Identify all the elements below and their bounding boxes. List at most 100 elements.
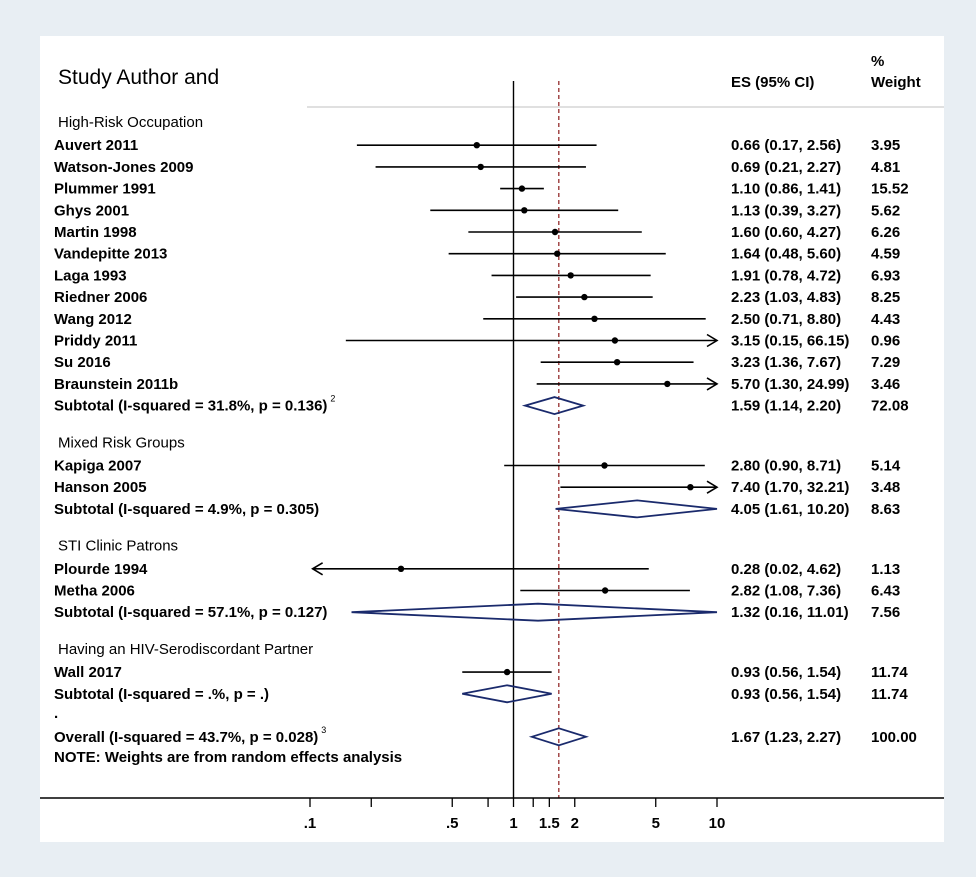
study-point-estimate: [687, 484, 694, 491]
overall-label: Overall (I-squared = 43.7%, p = 0.028): [54, 729, 318, 746]
study-point-estimate: [477, 163, 484, 171]
x-tick-label: .5: [446, 815, 459, 832]
x-tick-label: 1: [509, 815, 517, 832]
group-label: Having an HIV-Serodiscordant Partner: [58, 641, 313, 658]
study-es-ci: 2.82 (1.08, 7.36): [731, 583, 841, 600]
study-ci-arrow-left: [311, 562, 324, 576]
x-tick-label: 10: [709, 815, 726, 832]
subtotal-es-ci: 1.32 (0.16, 11.01): [731, 604, 849, 621]
study-point-estimate: [601, 587, 609, 594]
study-weight: 1.13: [871, 561, 900, 578]
subtotal-diamond: [462, 684, 552, 704]
study-point-estimate: [601, 462, 608, 469]
study-weight: 3.95: [871, 137, 900, 154]
overall-es-ci: 1.67 (1.23, 2.27): [731, 729, 841, 746]
study-es-ci: 2.80 (0.90, 8.71): [731, 458, 841, 475]
study-name: Wall 2017: [54, 664, 122, 681]
study-weight: 4.43: [871, 311, 900, 328]
study-es-ci: 5.70 (1.30, 24.99): [731, 376, 849, 393]
study-point-estimate: [591, 315, 598, 322]
header-weight: Weight: [871, 74, 921, 91]
subtotal-label: Subtotal (I-squared = 31.8%, p = 0.136): [54, 398, 327, 415]
study-point-estimate: [554, 250, 561, 257]
subtotal-superscript: 2: [330, 394, 335, 404]
header-study: Study Author and: [58, 66, 219, 89]
study-weight: 8.25: [871, 289, 900, 306]
overall-superscript: 3: [321, 725, 326, 735]
overall-weight: 100.00: [871, 729, 917, 746]
study-point-estimate: [503, 668, 511, 676]
study-point-estimate: [611, 337, 619, 344]
study-name: Ghys 2001: [54, 202, 129, 219]
spacer-dot: .: [54, 705, 58, 722]
header-weight-percent: %: [871, 53, 884, 70]
study-es-ci: 7.40 (1.70, 32.21): [731, 479, 849, 496]
study-name: Hanson 2005: [54, 479, 147, 496]
study-es-ci: 1.91 (0.78, 4.72): [731, 267, 841, 284]
study-name: Wang 2012: [54, 311, 132, 328]
study-es-ci: 3.23 (1.36, 7.67): [731, 354, 841, 371]
footnote: NOTE: Weights are from random effects an…: [54, 749, 402, 766]
study-weight: 5.14: [871, 458, 901, 475]
x-tick-label: 1.5: [539, 815, 560, 832]
study-name: Laga 1993: [54, 267, 127, 284]
study-name: Plourde 1994: [54, 561, 148, 578]
study-es-ci: 2.50 (0.71, 8.80): [731, 311, 841, 328]
group-label: STI Clinic Patrons: [58, 538, 178, 555]
subtotal-diamond: [555, 499, 718, 519]
study-point-estimate: [518, 185, 526, 192]
study-weight: 4.59: [871, 246, 900, 263]
study-name: Auvert 2011: [54, 137, 138, 154]
study-name: Watson-Jones 2009: [54, 159, 194, 176]
subtotal-weight: 72.08: [871, 398, 909, 415]
study-es-ci: 3.15 (0.15, 66.15): [731, 333, 849, 350]
study-point-estimate: [613, 359, 621, 366]
study-ci-arrow-right: [706, 333, 719, 348]
study-name: Plummer 1991: [54, 181, 156, 198]
study-es-ci: 0.66 (0.17, 2.56): [731, 137, 841, 154]
study-name: Metha 2006: [54, 583, 135, 600]
group-label: Mixed Risk Groups: [58, 434, 185, 451]
study-name: Priddy 2011: [54, 333, 137, 350]
study-weight: 4.81: [871, 159, 900, 176]
forest-plot-panel: Study Author and ES (95% CI)% Weight High-R…: [40, 36, 944, 842]
study-es-ci: 0.28 (0.02, 4.62): [731, 561, 841, 578]
study-weight: 5.62: [871, 202, 900, 219]
subtotal-label: Subtotal (I-squared = .%, p = .): [54, 686, 269, 703]
x-tick-label: 2: [571, 815, 579, 832]
study-name: Riedner 2006: [54, 289, 147, 306]
study-weight: 0.96: [871, 333, 900, 350]
study-weight: 15.52: [871, 181, 909, 198]
study-name: Braunstein 2011b: [54, 376, 178, 393]
subtotal-weight: 8.63: [871, 501, 900, 518]
study-es-ci: 0.93 (0.56, 1.54): [731, 664, 841, 681]
study-point-estimate: [551, 228, 559, 236]
study-point-estimate: [473, 142, 480, 149]
subtotal-diamond: [521, 396, 587, 416]
study-point-estimate: [567, 272, 574, 279]
study-point-estimate: [664, 380, 671, 388]
header-es-ci: ES (95% CI): [731, 74, 814, 91]
study-weight: 6.43: [871, 583, 900, 600]
subtotal-label: Subtotal (I-squared = 57.1%, p = 0.127): [54, 604, 327, 621]
study-weight: 6.93: [871, 267, 900, 284]
study-ci-arrow-right: [706, 480, 719, 494]
subtotal-es-ci: 4.05 (1.61, 10.20): [731, 501, 849, 518]
study-point-estimate: [581, 293, 588, 301]
subtotal-weight: 7.56: [871, 604, 900, 621]
subtotal-es-ci: 0.93 (0.56, 1.54): [731, 686, 841, 703]
study-point-estimate: [521, 207, 528, 214]
study-name: Kapiga 2007: [54, 458, 142, 475]
study-name: Martin 1998: [54, 224, 137, 241]
forest-plot: Study Author and ES (95% CI)% Weight High-R…: [40, 53, 944, 832]
study-weight: 7.29: [871, 354, 900, 371]
group-label: High-Risk Occupation: [58, 114, 203, 131]
study-es-ci: 1.13 (0.39, 3.27): [731, 202, 841, 219]
x-tick-label: .1: [304, 815, 317, 832]
study-es-ci: 1.64 (0.48, 5.60): [731, 246, 841, 263]
subtotal-label: Subtotal (I-squared = 4.9%, p = 0.305): [54, 501, 319, 518]
study-name: Su 2016: [54, 354, 111, 371]
study-ci-arrow-right: [706, 377, 719, 391]
subtotal-es-ci: 1.59 (1.14, 2.20): [731, 398, 841, 415]
study-es-ci: 1.60 (0.60, 4.27): [731, 224, 841, 241]
